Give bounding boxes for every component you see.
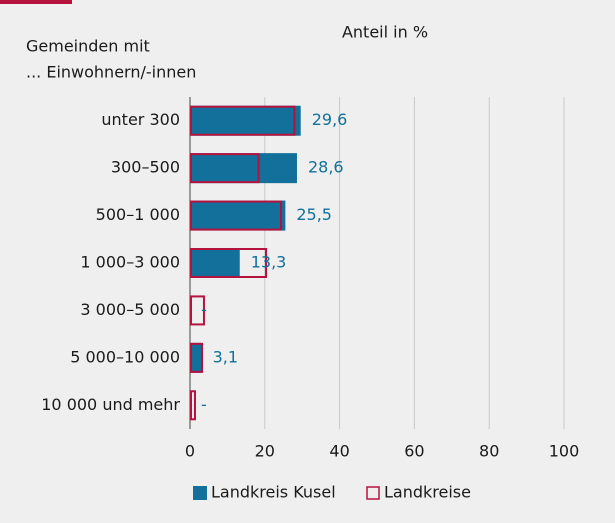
bar bbox=[190, 153, 297, 184]
value-label: 25,5 bbox=[296, 205, 332, 224]
bar bbox=[190, 153, 260, 184]
value-label: 13,3 bbox=[251, 253, 287, 272]
bar bbox=[190, 105, 296, 136]
y-tick-label: 5 000–10 000 bbox=[70, 347, 180, 366]
x-tick-label: 100 bbox=[549, 442, 580, 461]
x-tick-label: 60 bbox=[404, 442, 424, 461]
legend-label: Landkreis Kusel bbox=[211, 483, 336, 502]
x-tick-label: 0 bbox=[185, 442, 195, 461]
value-label: 3,1 bbox=[213, 347, 238, 366]
bar bbox=[190, 200, 283, 231]
y-tick-label: 10 000 und mehr bbox=[41, 395, 180, 414]
x-tick-label: 40 bbox=[329, 442, 349, 461]
bar bbox=[190, 390, 196, 421]
bar bbox=[190, 105, 301, 136]
y-tick-label: 300–500 bbox=[111, 158, 180, 177]
y-tick-label: 500–1 000 bbox=[96, 205, 180, 224]
value-label: 29,6 bbox=[312, 110, 348, 129]
accent bbox=[0, 0, 72, 4]
bar bbox=[190, 200, 286, 231]
legend-swatch bbox=[193, 486, 207, 500]
y-axis-title: Gemeinden mit bbox=[26, 37, 150, 56]
legend-swatch bbox=[366, 486, 380, 500]
y-tick-label: 1 000–3 000 bbox=[80, 253, 180, 272]
value-label: 28,6 bbox=[308, 158, 344, 177]
value-label: - bbox=[201, 395, 207, 414]
bar bbox=[190, 342, 202, 373]
bar bbox=[190, 295, 205, 326]
y-tick-label: unter 300 bbox=[101, 110, 180, 129]
y-tick-label: 3 000–5 000 bbox=[80, 300, 180, 319]
bar bbox=[190, 248, 240, 278]
x-axis-title: Anteil in % bbox=[342, 23, 428, 42]
bar bbox=[190, 342, 204, 373]
legend-label: Landkreise bbox=[384, 483, 471, 502]
x-tick-label: 20 bbox=[255, 442, 275, 461]
y-axis-title: ... Einwohnern/-innen bbox=[26, 63, 196, 82]
x-tick-label: 80 bbox=[479, 442, 499, 461]
value-label: - bbox=[201, 300, 207, 319]
bar bbox=[190, 248, 268, 278]
